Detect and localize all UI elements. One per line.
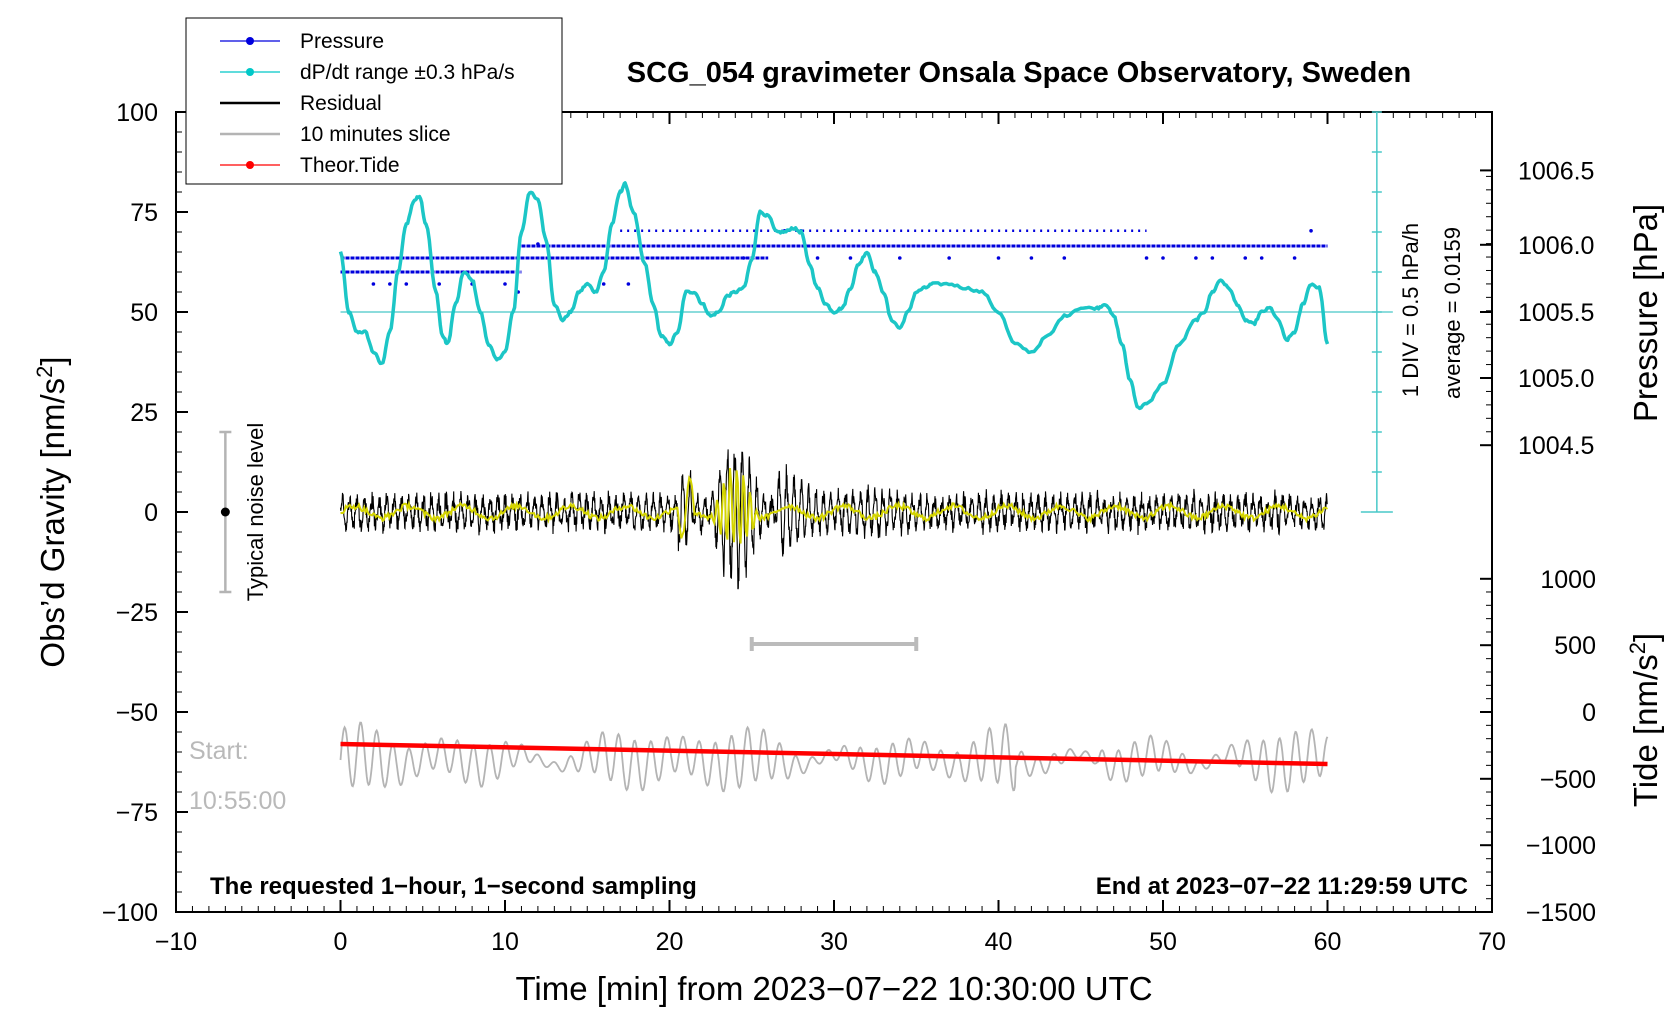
- pressure-dot: [848, 256, 853, 260]
- theoretical-tide-series: [340, 741, 1328, 767]
- pressure-axis-label: Pressure [hPa]: [1627, 204, 1664, 422]
- pressure-dot: [503, 282, 507, 286]
- pressure-dot: [601, 282, 606, 286]
- x-tick-labels: −10 0 10 20 30 40 50 60 70: [155, 928, 1506, 956]
- y-tick-label: 100: [116, 99, 158, 127]
- x-axis-label: Time [min] from 2023−07−22 10:30:00 UTC: [515, 970, 1152, 1007]
- pressure-dot: [1309, 229, 1313, 233]
- x-tick-label: 60: [1314, 928, 1342, 956]
- x-tick-label: 70: [1478, 928, 1506, 956]
- tide-tick-label: 0: [1582, 699, 1596, 727]
- pressure-dot: [1259, 256, 1264, 260]
- pressure-dot: [741, 256, 746, 260]
- pressure-dot: [1292, 256, 1297, 260]
- y-tick-label: −50: [116, 699, 158, 727]
- pressure-dot: [1161, 256, 1165, 260]
- legend-swatch-marker: [246, 68, 254, 76]
- end-time-note: End at 2023−07−22 11:29:59 UTC: [1096, 873, 1468, 900]
- tide-tick-label: −1000: [1526, 832, 1596, 860]
- pressure-dot: [1062, 256, 1067, 260]
- legend: Pressure dP/dt range ±0.3 hPa/s Residual 10…: [185, 17, 563, 185]
- pressure-dot: [1029, 256, 1034, 260]
- pressure-dot: [1210, 256, 1215, 260]
- pressure-dot: [1243, 256, 1248, 260]
- dpdt-ruler: [340, 111, 1393, 513]
- start-label: Start:: [189, 737, 249, 765]
- tide-line: [340, 741, 1328, 767]
- legend-swatch-marker: [246, 37, 254, 45]
- ruler-division-label: 1 DIV = 0.5 hPa/h: [1398, 223, 1423, 397]
- x-tick-label: 20: [656, 928, 684, 956]
- legend-swatch-marker: [246, 161, 254, 169]
- y-tick-label: −25: [116, 599, 158, 627]
- x-tick-label: 30: [820, 928, 848, 956]
- y-tick-label: 25: [130, 399, 158, 427]
- y-tick-label: 0: [144, 499, 158, 527]
- pressure-dot: [536, 242, 540, 246]
- x-tick-label: 50: [1149, 928, 1177, 956]
- y-axis-label: Obs’d Gravity [nm/s2]: [32, 356, 71, 667]
- dpdt-series: [338, 181, 1330, 411]
- pressure-tick-label: 1005.0: [1518, 365, 1594, 393]
- pressure-tick-label: 1004.5: [1518, 432, 1594, 460]
- noise-level-bar: [219, 430, 232, 594]
- pressure-dot: [1194, 256, 1198, 260]
- sampling-note: The requested 1−hour, 1−second sampling: [210, 873, 697, 900]
- chart-title: SCG_054 gravimeter Onsala Space Observat…: [627, 57, 1411, 89]
- pressure-dot: [947, 256, 951, 260]
- legend-label: Theor.Tide: [300, 154, 400, 177]
- legend-label: dP/dt range ±0.3 hPa/s: [300, 61, 515, 84]
- legend-label: Residual: [300, 92, 382, 115]
- ten-minute-slice-series: [339, 721, 1329, 794]
- pressure-dot: [626, 282, 631, 286]
- legend-label: 10 minutes slice: [300, 123, 451, 146]
- noise-level-label: Typical noise level: [243, 423, 268, 602]
- tide-tick-label: 500: [1554, 632, 1596, 660]
- y-tick-label: 50: [130, 299, 158, 327]
- legend-label: Pressure: [300, 30, 384, 53]
- x-tick-label: −10: [155, 928, 197, 956]
- tide-axis-label: Tide [nm/s2]: [1625, 633, 1664, 807]
- pressure-dot: [437, 282, 442, 286]
- noise-bar-center-dot: [220, 507, 230, 517]
- pressure-dot: [388, 282, 392, 286]
- x-tick-label: 10: [491, 928, 519, 956]
- filtered-residual-series: [340, 468, 1329, 544]
- ruler-average-label: average = 0.0159: [1440, 227, 1465, 399]
- pressure-tick-label: 1006.0: [1518, 232, 1594, 260]
- start-time: 10:55:00: [189, 787, 286, 815]
- legend-box: [185, 17, 563, 185]
- pressure-tick-label: 1006.5: [1518, 157, 1594, 185]
- pressure-dot: [898, 256, 902, 260]
- tide-tick-labels: 1000 500 0 −500 −1000 −1500: [1526, 566, 1596, 927]
- ten-minute-slice-line: [339, 721, 1329, 794]
- pressure-dot: [404, 282, 409, 286]
- y-tick-label: −100: [102, 899, 158, 927]
- residual-series: [339, 449, 1328, 590]
- y-tick-label: −75: [116, 799, 158, 827]
- slice-window-marker: [749, 637, 919, 651]
- pressure-series: [340, 229, 1328, 294]
- y-tick-label: 75: [130, 199, 158, 227]
- dpdt-line: [338, 181, 1330, 411]
- filtered-residual-line: [340, 468, 1329, 544]
- residual-line: [339, 449, 1328, 590]
- pressure-tick-labels: 1006.5 1006.0 1005.5 1005.0 1004.5: [1518, 157, 1594, 460]
- pressure-dot: [1144, 256, 1149, 260]
- x-tick-label: 0: [334, 928, 348, 956]
- x-tick-label: 40: [985, 928, 1013, 956]
- pressure-tick-label: 1005.5: [1518, 299, 1594, 327]
- pressure-dot: [371, 282, 376, 286]
- tide-tick-label: −1500: [1526, 899, 1596, 927]
- tide-tick-label: 1000: [1540, 566, 1596, 594]
- pressure-dot: [815, 256, 820, 260]
- tide-tick-label: −500: [1540, 766, 1596, 794]
- y-tick-labels: 100 75 50 25 0 −25 −50 −75 −100: [102, 99, 158, 927]
- pressure-dot: [996, 256, 1001, 260]
